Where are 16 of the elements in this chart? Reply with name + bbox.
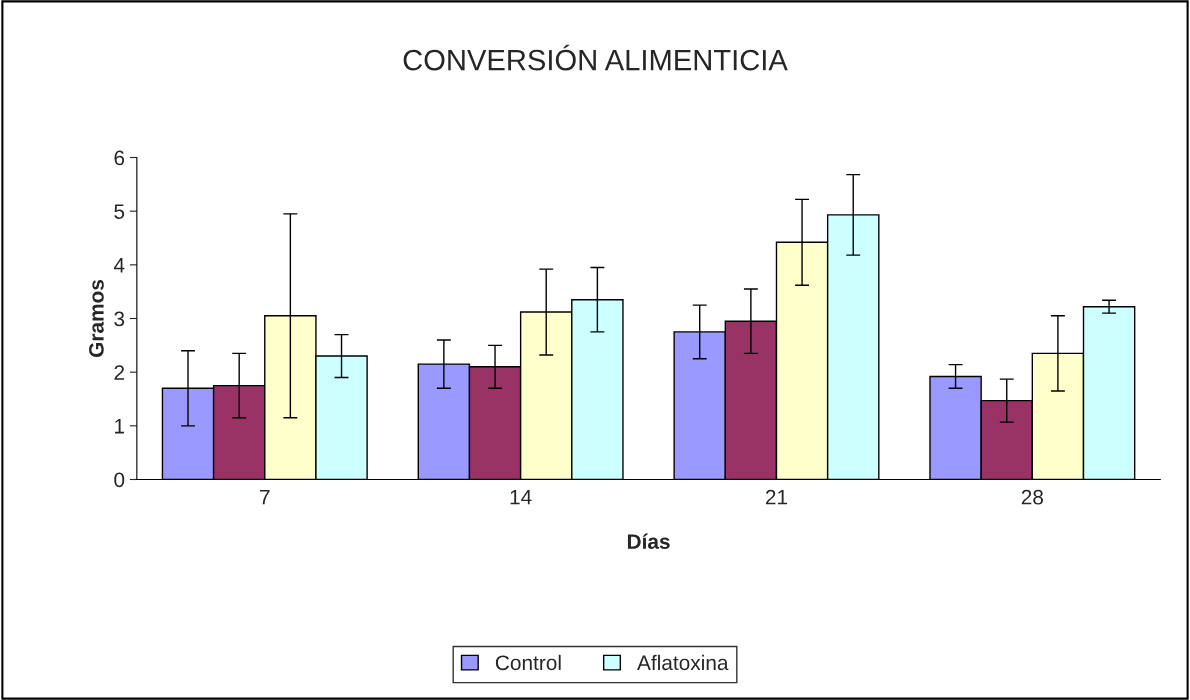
chart-title: CONVERSIÓN ALIMENTICIA — [403, 44, 788, 71]
x-axis-title: Días — [627, 533, 670, 549]
y-tick-label: 6 — [114, 150, 125, 166]
x-tick-label: 7 — [260, 489, 270, 505]
y-tick-label: 1 — [115, 419, 125, 434]
y-tick-label: 4 — [113, 258, 125, 273]
legend-label: Control — [495, 654, 561, 671]
x-tick-label: 21 — [765, 489, 788, 505]
y-tick-label: 5 — [114, 204, 125, 219]
x-tick-label: 28 — [1021, 489, 1044, 505]
x-tick-label: 14 — [510, 489, 532, 505]
y-tick-label: 3 — [114, 311, 125, 327]
y-axis-title: Gramos — [89, 279, 104, 358]
y-tick-label: 0 — [114, 472, 125, 488]
y-tick-label: 2 — [114, 365, 124, 380]
legend-label: Aflatoxina — [637, 654, 729, 671]
